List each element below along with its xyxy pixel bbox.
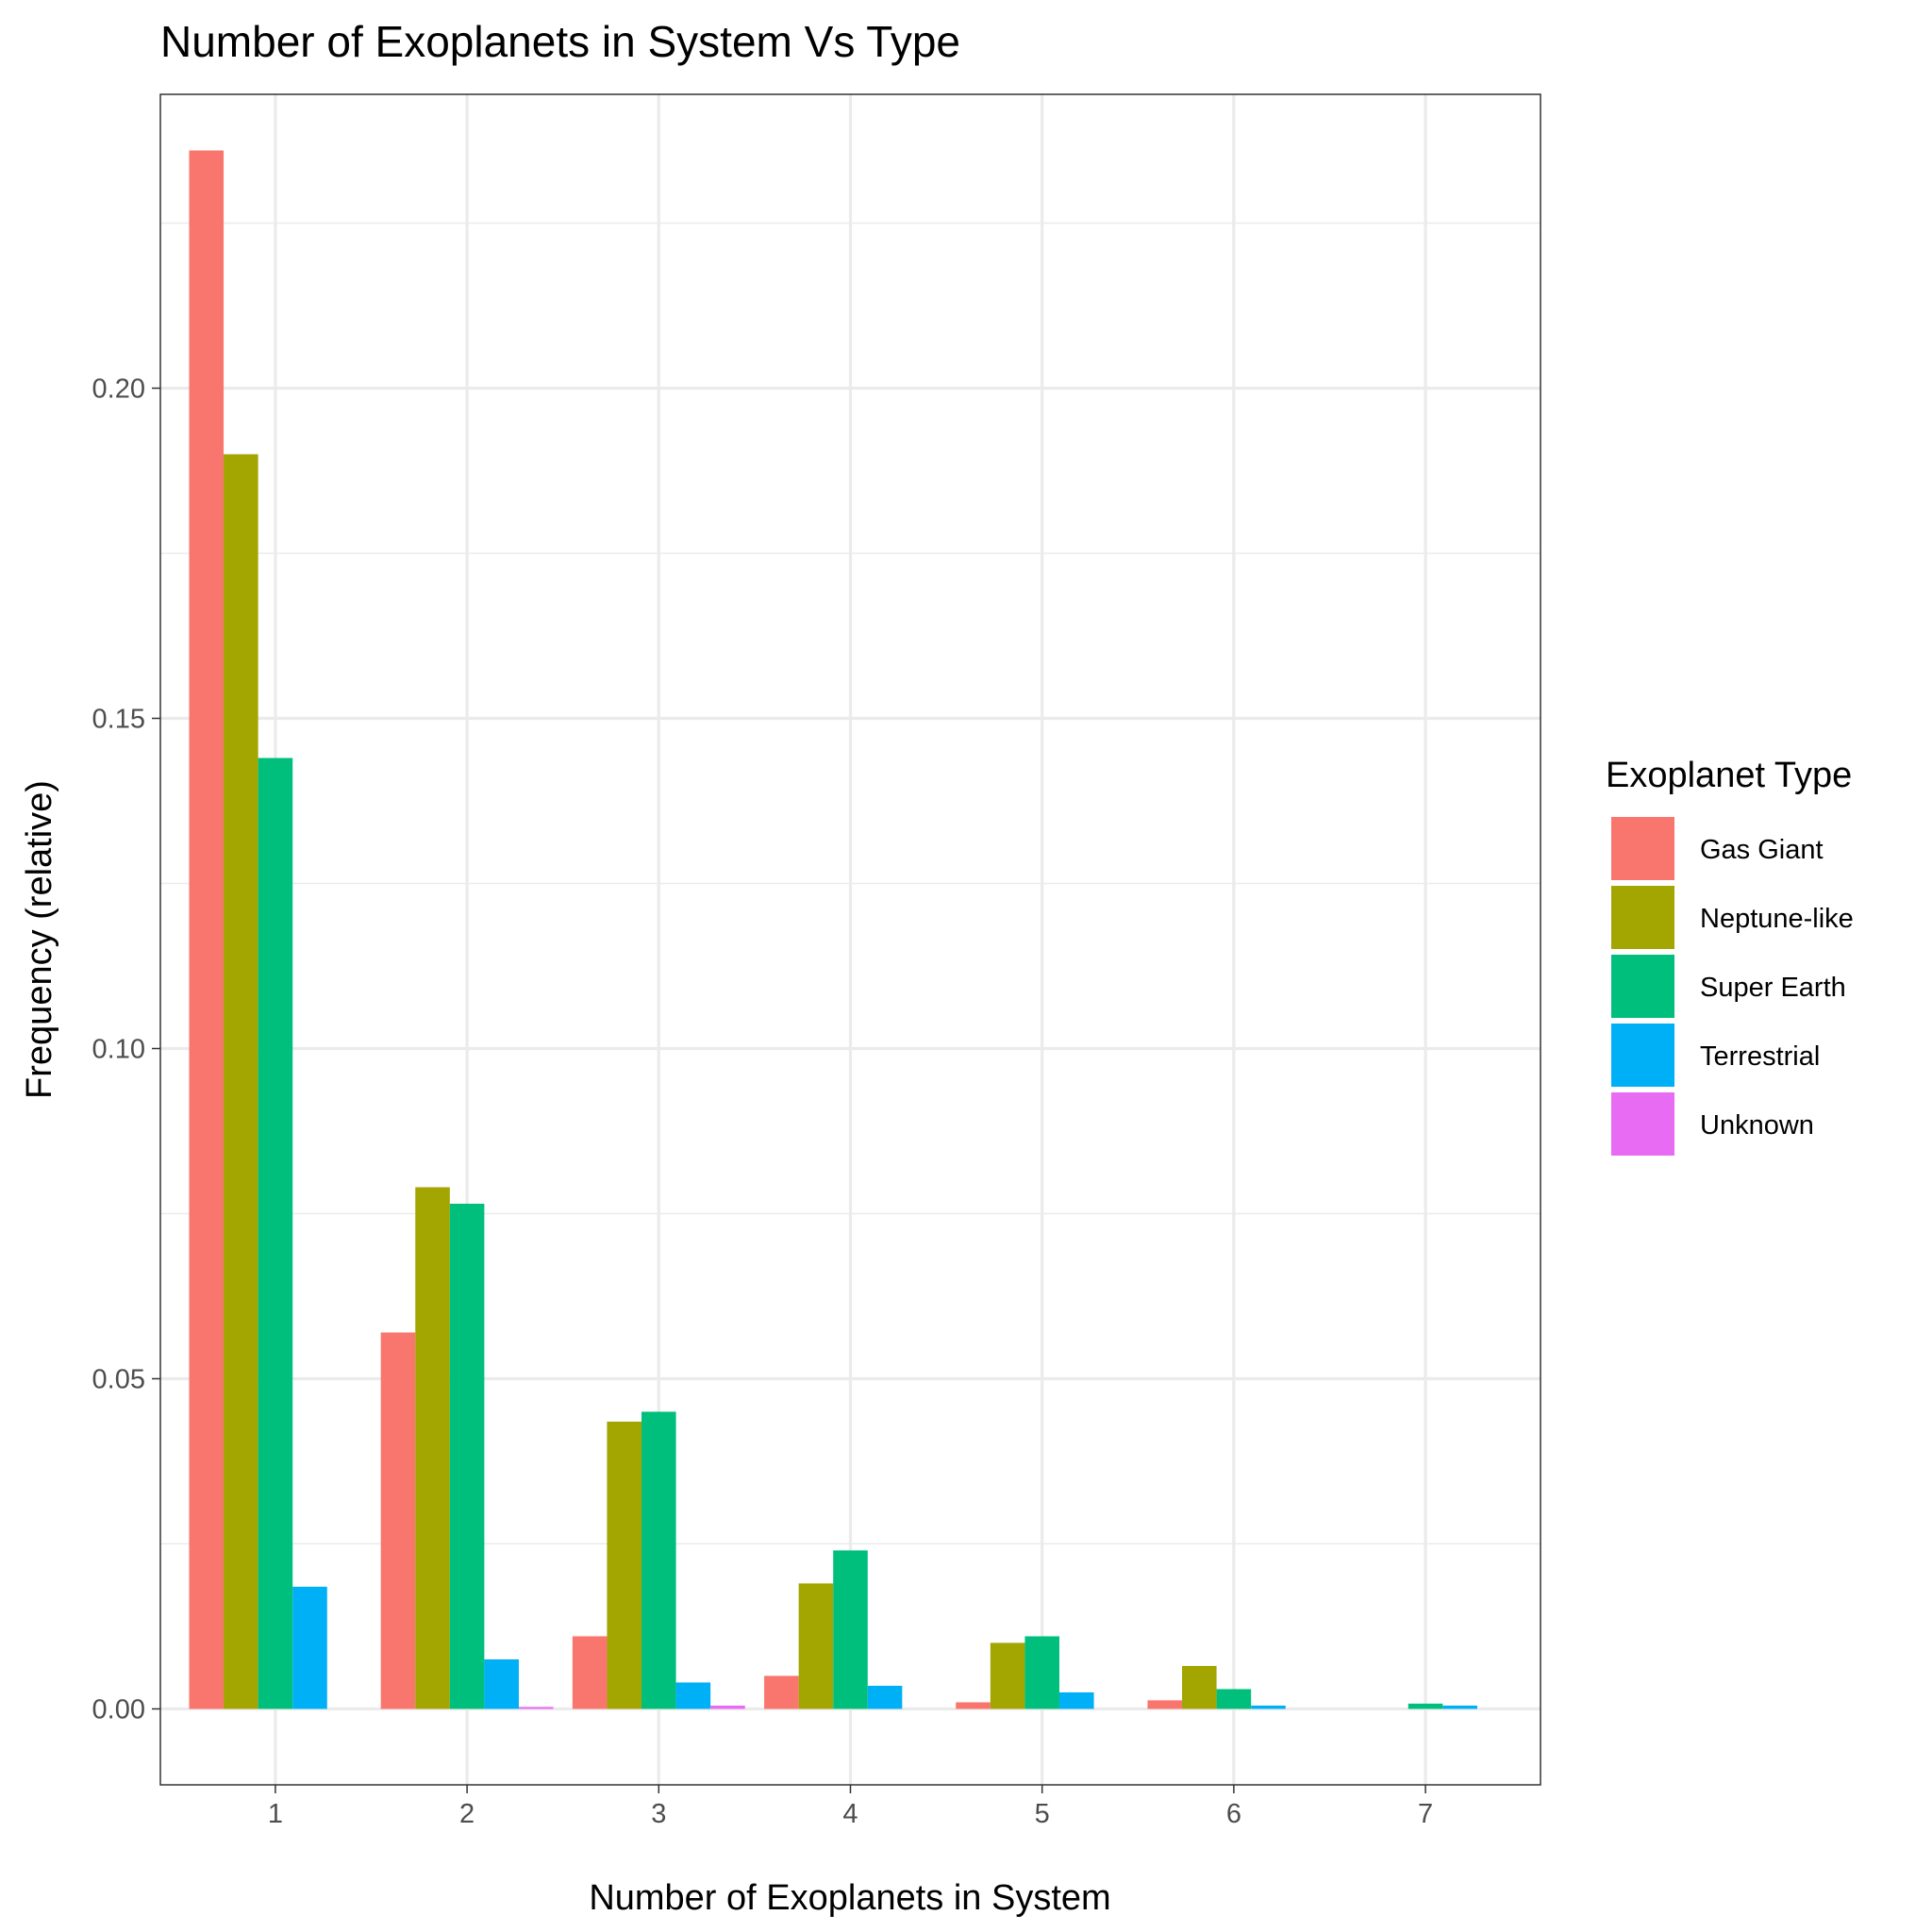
bar xyxy=(1442,1706,1477,1709)
bar xyxy=(607,1422,642,1709)
legend-label: Gas Giant xyxy=(1700,835,1824,865)
legend-title: Exoplanet Type xyxy=(1606,756,1852,795)
y-tick-label: 0.20 xyxy=(92,375,145,405)
bar xyxy=(292,1587,327,1709)
legend: Exoplanet Type Gas Giant Neptune-like Supe… xyxy=(1606,756,1854,1156)
x-tick-label: 5 xyxy=(1035,1799,1050,1829)
bar xyxy=(641,1411,676,1709)
x-tick-label: 6 xyxy=(1226,1799,1241,1829)
bar xyxy=(484,1659,519,1709)
axis-ticks: 0.00 0.05 0.10 0.15 0.20 1 2 3 4 5 6 7 xyxy=(92,375,1434,1830)
x-tick-label: 4 xyxy=(842,1799,858,1829)
legend-key xyxy=(1611,955,1674,1018)
bar xyxy=(798,1583,834,1709)
y-tick-label: 0.15 xyxy=(92,705,145,735)
y-tick-label: 0.05 xyxy=(92,1365,145,1395)
x-tick-label: 2 xyxy=(459,1799,475,1829)
bar xyxy=(1024,1636,1059,1709)
bar xyxy=(1216,1689,1252,1709)
bar xyxy=(415,1187,450,1709)
bar xyxy=(833,1550,868,1709)
bar xyxy=(1407,1703,1443,1709)
bar xyxy=(1251,1706,1286,1709)
bars xyxy=(189,150,1477,1709)
y-axis-title: Frequency (relative) xyxy=(20,780,59,1099)
bar xyxy=(867,1686,903,1709)
bar xyxy=(990,1642,1025,1709)
bar xyxy=(764,1675,799,1709)
legend-key xyxy=(1611,886,1674,949)
chart-title: Number of Exoplanets in System Vs Type xyxy=(160,17,960,66)
legend-key xyxy=(1611,1024,1674,1087)
bar xyxy=(572,1636,608,1709)
bar xyxy=(1058,1692,1094,1709)
y-tick-label: 0.10 xyxy=(92,1035,145,1065)
bar xyxy=(518,1707,554,1709)
bar xyxy=(449,1204,485,1709)
x-tick-label: 7 xyxy=(1418,1799,1433,1829)
bar xyxy=(710,1706,745,1709)
bar xyxy=(956,1702,991,1709)
legend-label: Unknown xyxy=(1700,1110,1814,1141)
bar xyxy=(1182,1666,1217,1709)
bar xyxy=(1147,1700,1183,1709)
bar xyxy=(189,150,225,1709)
legend-label: Neptune-like xyxy=(1700,904,1854,934)
x-axis-title: Number of Exoplanets in System xyxy=(589,1878,1110,1918)
bar xyxy=(380,1332,416,1709)
x-tick-label: 3 xyxy=(651,1799,666,1829)
y-tick-label: 0.00 xyxy=(92,1695,145,1725)
bar xyxy=(258,758,293,1709)
bar xyxy=(675,1682,711,1709)
x-tick-label: 1 xyxy=(268,1799,283,1829)
legend-key xyxy=(1611,817,1674,880)
bar xyxy=(224,454,258,1709)
legend-label: Super Earth xyxy=(1700,973,1846,1003)
legend-key xyxy=(1611,1092,1674,1156)
legend-label: Terrestrial xyxy=(1700,1041,1820,1072)
